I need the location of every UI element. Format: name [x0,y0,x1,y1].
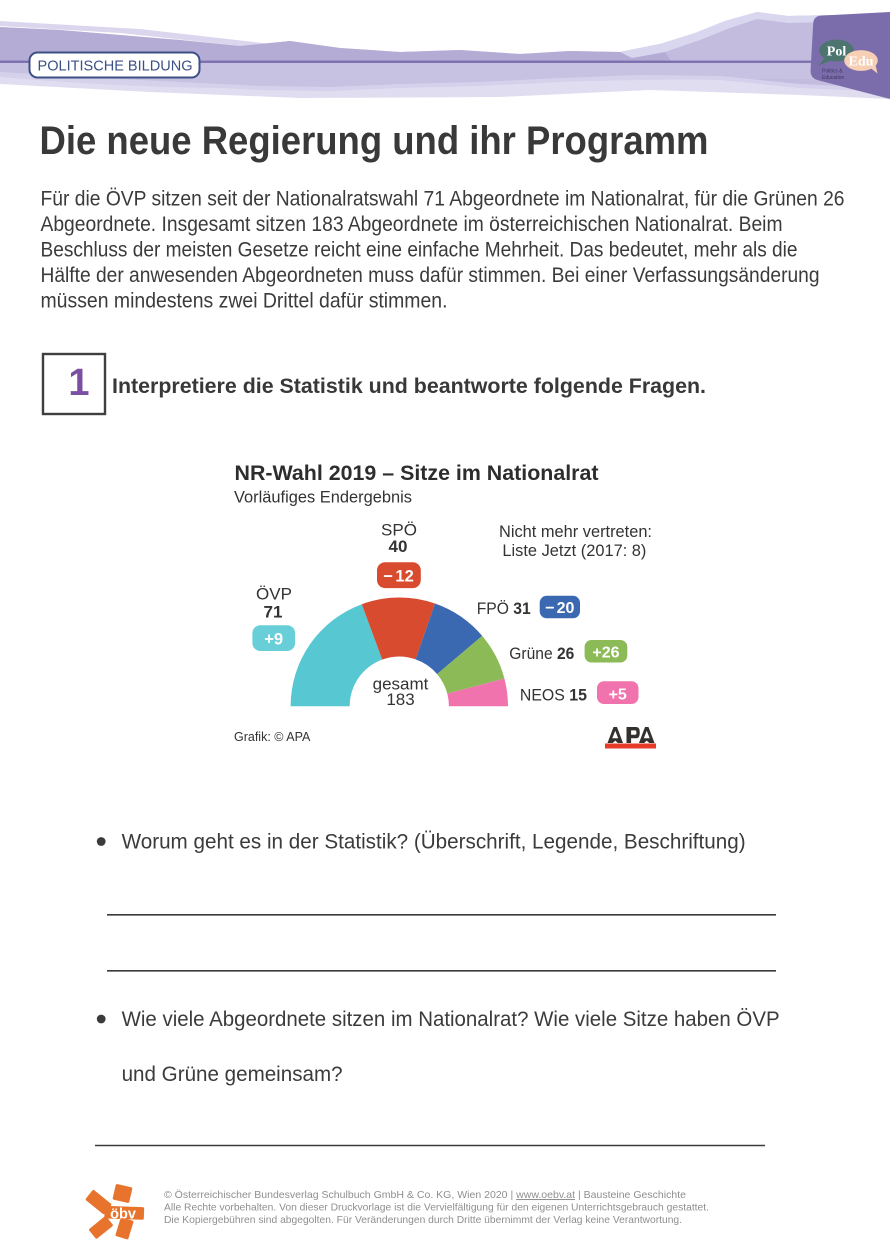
svg-text:Beschluss der meisten Gesetze: Beschluss der meisten Gesetze reicht ein… [41,237,798,261]
svg-text:+26: +26 [592,645,619,662]
svg-text:Hälfte der anwesenden Abgeordn: Hälfte der anwesenden Abgeordneten muss … [41,263,820,287]
svg-text:Worum geht es in der Statistik: Worum geht es in der Statistik? (Übersch… [122,829,746,853]
svg-text:und Grüne gemeinsam?: und Grüne gemeinsam? [122,1062,343,1086]
svg-text:1: 1 [68,362,89,404]
svg-text:Nicht mehr vertreten:: Nicht mehr vertreten: [499,522,652,541]
svg-text:Grafik: © APA: Grafik: © APA [234,730,311,744]
svg-text:+5: +5 [609,687,627,704]
svg-text:Education: Education [822,75,844,81]
svg-text:Abgeordnete. Insgesamt sitzen: Abgeordnete. Insgesamt sitzen 183 Abgeor… [41,212,783,236]
svg-text:Liste Jetzt (2017: 8): Liste Jetzt (2017: 8) [502,541,646,560]
svg-text:Die Kopiergebühren sind abgego: Die Kopiergebühren sind abgegolten. Für … [164,1214,682,1226]
svg-text:Interpretiere die Statistik un: Interpretiere die Statistik und beantwor… [112,374,706,398]
svg-text:−12: −12 [383,568,414,586]
svg-text:+9: +9 [264,631,283,649]
svg-text:Edu: Edu [849,55,874,70]
svg-text:gesamt: gesamt [373,675,429,694]
svg-text:SPÖ: SPÖ [381,520,417,539]
svg-text:71: 71 [264,602,283,621]
svg-text:Grüne 26: Grüne 26 [509,644,574,663]
svg-text:NEOS 15: NEOS 15 [520,686,587,705]
svg-text:öbv: öbv [110,1206,136,1222]
svg-text:Die neue Regierung und ihr Pro: Die neue Regierung und ihr Programm [40,119,709,163]
svg-text:Vorläufiges Endergebnis: Vorläufiges Endergebnis [234,488,412,507]
svg-text:Alle Rechte vorbehalten. Von d: Alle Rechte vorbehalten. Von dieser Druc… [164,1202,709,1214]
svg-text:Wie viele Abgeordnete sitzen i: Wie viele Abgeordnete sitzen im National… [122,1007,780,1031]
svg-text:ÖVP: ÖVP [256,584,292,603]
svg-text:© Österreichischer Bundesverla: © Österreichischer Bundesverlag Schulbuc… [164,1189,686,1201]
svg-text:POLITISCHE BILDUNG: POLITISCHE BILDUNG [38,59,193,75]
svg-text:−20: −20 [545,600,574,617]
svg-text:Pol: Pol [827,45,847,60]
svg-text:NR-Wahl 2019 – Sitze im Nation: NR-Wahl 2019 – Sitze im Nationalrat [235,462,599,485]
svg-text:40: 40 [389,537,408,556]
svg-text:183: 183 [386,690,414,709]
svg-text:FPÖ 31: FPÖ 31 [477,599,531,618]
svg-text:Politics &: Politics & [822,69,843,75]
svg-text:Für die ÖVP sitzen seit der Na: Für die ÖVP sitzen seit der Nationalrats… [41,186,845,210]
svg-text:müssen mindestens zwei Drittel: müssen mindestens zwei Drittel dafür sti… [41,288,448,312]
